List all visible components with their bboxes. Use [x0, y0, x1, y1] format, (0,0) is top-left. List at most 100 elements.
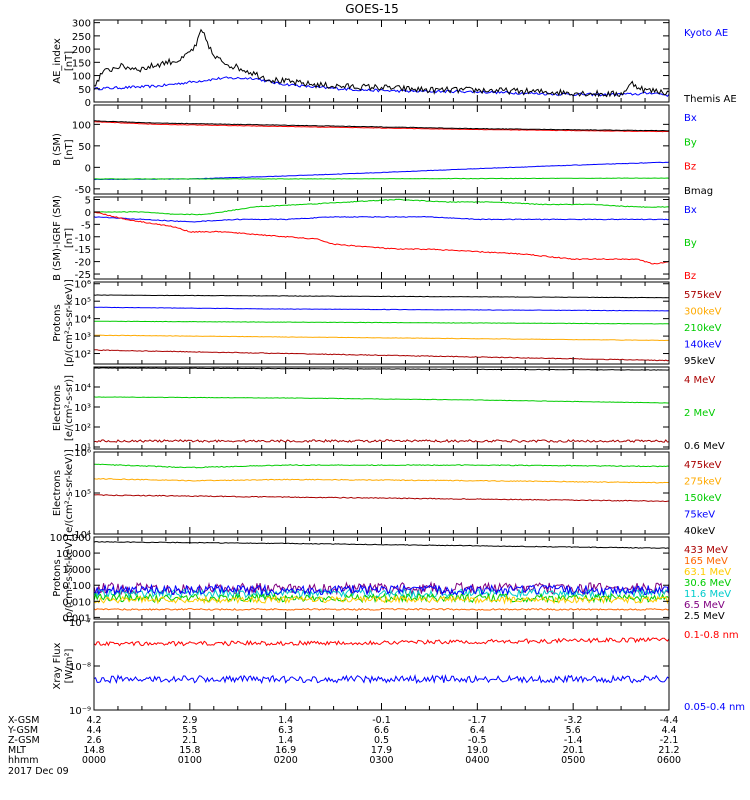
legend-protons_kev-3: 140keV — [684, 340, 722, 351]
ytick-label-protons_mev-1: 0.010 — [62, 597, 91, 608]
legend-ae-1: Themis AE — [683, 94, 737, 105]
series-line-bigrf-0 — [94, 215, 669, 223]
series-line-protons_mev-5 — [94, 594, 669, 605]
xaxis-value-2-4: 0200 — [274, 755, 298, 766]
ytick-label-xray-1: 10⁻⁸ — [69, 662, 91, 673]
ytick-label-protons_kev-1: 10³ — [74, 332, 91, 343]
xaxis-value-6-1: 4.4 — [661, 725, 676, 736]
series-line-bsm-3 — [94, 120, 669, 132]
series-line-electrons_kev-4 — [94, 494, 669, 503]
ytick-label-protons_mev-2: 0.100 — [62, 581, 91, 592]
series-line-protons_kev-2 — [94, 320, 669, 325]
xaxis-value-2-3: 16.9 — [275, 745, 296, 756]
legend-protons_mev-5: 6.5 MeV — [684, 600, 725, 611]
ytick-label-xray-2: 10⁻⁷ — [69, 618, 91, 629]
xaxis-value-4-0: -1.7 — [468, 715, 487, 726]
xaxis-value-3-1: 6.6 — [374, 725, 389, 736]
xaxis-value-1-1: 5.5 — [182, 725, 197, 736]
series-line-bsm-1 — [94, 177, 669, 180]
legend-protons_mev-2: 63.1 MeV — [684, 567, 731, 578]
legend-protons_mev-3: 30.6 MeV — [684, 578, 731, 589]
panel-frame-bigrf — [93, 196, 670, 280]
xaxis-value-1-0: 2.9 — [182, 715, 197, 726]
xaxis-value-1-4: 0100 — [178, 755, 202, 766]
legend-protons_kev-2: 210keV — [684, 323, 722, 334]
ytick-label-electrons_mev-2: 10³ — [74, 403, 91, 414]
ytick-label-ae-2: 100 — [72, 72, 91, 83]
xaxis-value-1-2: 2.1 — [182, 735, 197, 746]
xaxis-row-label-0: X-GSM — [8, 715, 39, 726]
xaxis-value-6-2: -2.1 — [660, 735, 679, 746]
ytick-label-ae-4: 200 — [72, 45, 91, 56]
xaxis-value-2-0: 1.4 — [278, 715, 293, 726]
ytick-label-bigrf-5: 0 — [85, 208, 91, 219]
panel-frame-electrons_mev — [93, 366, 670, 450]
legend-electrons_kev-4: 40keV — [684, 526, 715, 537]
ylabel-electrons_mev-0: Electrons — [52, 385, 63, 431]
xaxis-value-3-4: 0300 — [369, 755, 393, 766]
xaxis-row-label-4: hhmm — [8, 755, 39, 766]
ylabel-protons_mev-1: [p/(cm²-s-sr-keV)] — [64, 534, 75, 622]
panel-frame-xray — [93, 621, 670, 711]
xaxis-value-4-1: 6.4 — [470, 725, 485, 736]
series-line-electrons_kev-0 — [94, 450, 669, 451]
xaxis-value-6-0: -4.4 — [660, 715, 679, 726]
panel-electrons_mev: 10¹ 10² 10³ 10⁴ Electrons [e/(cm²-s-sr)] 4 MeV… — [52, 366, 725, 454]
series-line-protons_kev-1 — [94, 306, 669, 312]
xaxis-row-label-2: Z-GSM — [8, 735, 40, 746]
ytick-label-protons_mev-3: 1.000 — [62, 565, 91, 576]
ylabel-electrons_kev-1: [e/(cm²-s-sr-keV)] — [64, 449, 75, 537]
ylabel-ae-0: AE_index — [52, 38, 63, 84]
legend-electrons_kev-3: 75keV — [684, 510, 715, 521]
panel-electrons_kev: 10⁴ 10⁵ 10⁶ Electrons [e/(cm²-s-sr-keV)] 475k… — [52, 448, 722, 541]
xaxis-value-4-2: -0.5 — [468, 735, 487, 746]
ylabel-protons_mev-0: Protons — [52, 559, 63, 596]
series-line-electrons_mev-2 — [94, 439, 669, 443]
ytick-label-electrons_mev-1: 10² — [74, 423, 91, 434]
panel-bsm: -50 0 50 100 B (SM) [nT] Bx By Bz Bmag — [52, 104, 713, 197]
ylabel-bsm-0: B (SM) — [52, 133, 63, 166]
ylabel-ae-1: [nT] — [64, 51, 75, 71]
legend-protons_mev-4: 11.6 MeV — [684, 589, 731, 600]
xaxis-value-4-4: 0400 — [465, 755, 489, 766]
legend-protons_kev-4: 95keV — [684, 356, 715, 367]
xaxis-value-6-3: 21.2 — [658, 745, 679, 756]
ytick-label-xray-0: 10⁻⁹ — [69, 706, 91, 717]
ytick-label-electrons_mev-3: 10⁴ — [74, 383, 91, 394]
legend-bigrf-2: Bz — [684, 271, 696, 282]
xaxis-row-label-3: MLT — [8, 745, 26, 756]
xaxis-value-5-2: -1.4 — [564, 735, 583, 746]
series-line-protons_mev-4 — [94, 592, 669, 604]
xaxis-value-6-4: 0600 — [657, 755, 681, 766]
legend-xray-0: 0.1-0.8 nm — [684, 630, 739, 641]
panel-bigrf: -25-20 -15-10 -50 5 B (SM)-IGRF (SM) [nT] Bx By… — [52, 195, 697, 282]
ytick-label-protons_mev-0: 0.001 — [62, 613, 91, 624]
ytick-label-protons_mev-4: 10.000 — [56, 549, 91, 560]
xaxis-value-3-2: 0.5 — [374, 735, 389, 746]
ylabel-electrons_kev-0: Electrons — [52, 470, 63, 516]
legend-protons_kev-0: 575keV — [684, 290, 722, 301]
ytick-label-ae-0: 0 — [85, 98, 91, 109]
legend-ae-0: Kyoto AE — [684, 28, 728, 39]
ytick-label-protons_kev-4: 10⁶ — [74, 280, 91, 291]
ytick-label-protons_kev-3: 10⁵ — [74, 297, 91, 308]
ytick-label-electrons_kev-1: 10⁵ — [74, 489, 91, 500]
xaxis-value-3-0: -0.1 — [372, 715, 391, 726]
xaxis-value-2-2: 1.4 — [278, 735, 293, 746]
series-line-ae-1 — [94, 28, 669, 98]
series-line-electrons_kev-1 — [94, 450, 669, 451]
series-line-bsm-0 — [94, 161, 669, 181]
legend-bsm-0: Bx — [684, 113, 697, 124]
panel-ae: 0 50 100 150 200 250 300 AE_index [nT] Kyoto AE Th… — [52, 19, 737, 109]
xaxis-value-5-3: 20.1 — [563, 745, 584, 756]
ytick-label-protons_mev-5: 100.000 — [50, 533, 91, 544]
series-line-protons_kev-0 — [94, 294, 669, 299]
xaxis-value-5-1: 5.6 — [566, 725, 581, 736]
ytick-label-ae-3: 150 — [72, 58, 91, 69]
ylabel-xray-0: Xray Flux — [52, 642, 63, 689]
legend-protons_mev-6: 2.5 MeV — [684, 611, 725, 622]
ylabel-bsm-1: [nT] — [64, 139, 75, 159]
series-line-bigrf-2 — [94, 211, 669, 265]
series-line-protons_kev-3 — [94, 334, 669, 342]
panel-frame-protons_mev — [93, 536, 670, 620]
